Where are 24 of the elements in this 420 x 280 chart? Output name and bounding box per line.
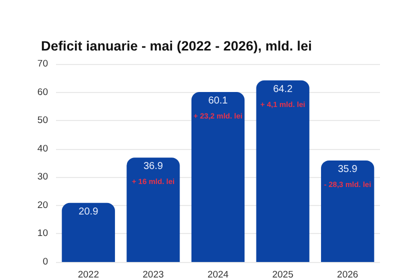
bar [62,202,115,262]
y-tick-label: 20 [37,200,48,211]
data-label: 20.9 [78,206,99,218]
data-label: 35.9 [338,164,358,175]
x-tick-label: 2022 [78,270,99,280]
y-tick-label: 10 [37,228,48,240]
bar [256,80,310,262]
bar [126,158,180,262]
y-tick-label: 60 [37,86,48,98]
x-tick-label: 2023 [142,270,164,280]
x-tick-label: 2026 [337,270,358,280]
data-label: 60.1 [208,96,228,107]
chart-title: Deficit ianuarie - mai (2022 - 2026), mld. lei [41,38,312,54]
x-tick-label: 2024 [207,270,229,280]
data-label: 64.2 [273,84,293,95]
y-tick-label: 70 [37,58,48,70]
y-tick-label: 0 [42,256,48,268]
x-tick-label: 2025 [272,270,294,280]
y-tick-label: 40 [37,143,48,154]
y-tick-label: 30 [37,172,48,183]
bar [321,160,374,262]
data-label: 36.9 [143,161,164,172]
bar [191,92,245,262]
y-tick-label: 50 [37,115,48,126]
